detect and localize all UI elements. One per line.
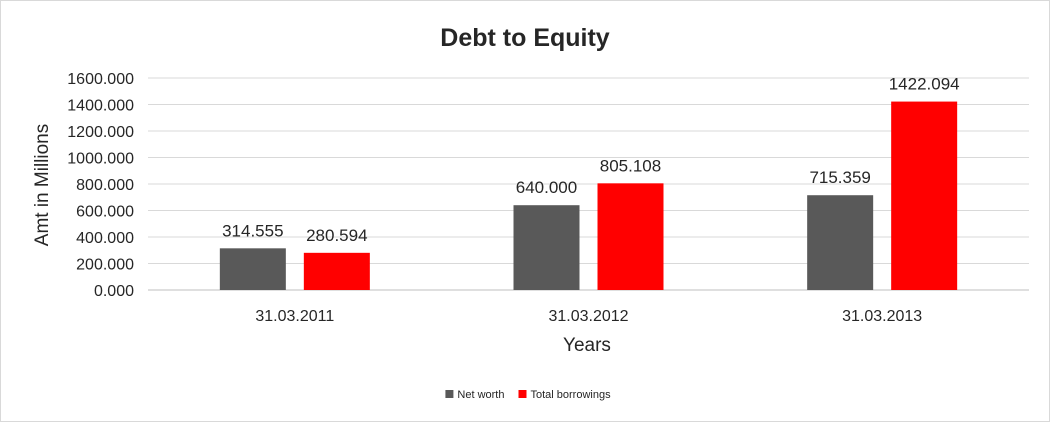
legend-swatch: [445, 390, 454, 398]
bar-net-worth: [807, 195, 874, 290]
data-label: 314.555: [222, 221, 283, 240]
y-tick-label: 800.000: [76, 177, 134, 194]
gridlines: [148, 77, 1029, 291]
y-tick-label: 1600.000: [67, 71, 134, 88]
y-axis-ticks: 0.000 200.000 400.000 600.000 800.000 1000.00…: [67, 71, 134, 300]
legend-item-total-borrowings: Total borrowings: [518, 389, 611, 401]
data-label: 280.594: [306, 226, 367, 245]
bar-total-borrowings: [891, 101, 958, 291]
x-tick-label: 31.03.2012: [548, 308, 628, 325]
y-tick-label: 200.000: [76, 257, 134, 274]
legend: Net worth Total borrowings: [445, 389, 611, 401]
legend-label: Total borrowings: [530, 389, 611, 401]
data-label: 715.359: [809, 168, 870, 187]
y-tick-label: 1400.000: [67, 98, 134, 115]
y-tick-label: 600.000: [76, 204, 134, 221]
bar-net-worth: [219, 248, 286, 290]
y-axis-title: Amt in Millions: [32, 124, 53, 246]
data-label: 1422.094: [889, 75, 960, 94]
legend-item-net-worth: Net worth: [445, 389, 504, 401]
x-tick-label: 31.03.2013: [842, 308, 922, 325]
y-tick-label: 1200.000: [67, 124, 134, 141]
chart-title: Debt to Equity: [440, 24, 610, 52]
data-label: 805.108: [600, 156, 661, 175]
data-label: 640.000: [516, 178, 577, 197]
x-axis-ticks: 31.03.2011 31.03.2012 31.03.2013: [255, 308, 922, 325]
legend-label: Net worth: [457, 389, 504, 401]
x-axis-title: Years: [563, 335, 611, 356]
y-tick-label: 0.000: [94, 283, 134, 300]
bar-total-borrowings: [303, 252, 370, 290]
y-tick-label: 1000.000: [67, 151, 134, 168]
y-tick-label: 400.000: [76, 230, 134, 247]
legend-swatch: [518, 390, 527, 398]
data-labels: 314.555 280.594 640.000 805.108 715.359 1422.…: [222, 75, 960, 245]
x-tick-label: 31.03.2011: [255, 308, 334, 325]
bar-net-worth: [513, 205, 580, 290]
bars: [219, 101, 958, 291]
bar-total-borrowings: [597, 183, 664, 290]
